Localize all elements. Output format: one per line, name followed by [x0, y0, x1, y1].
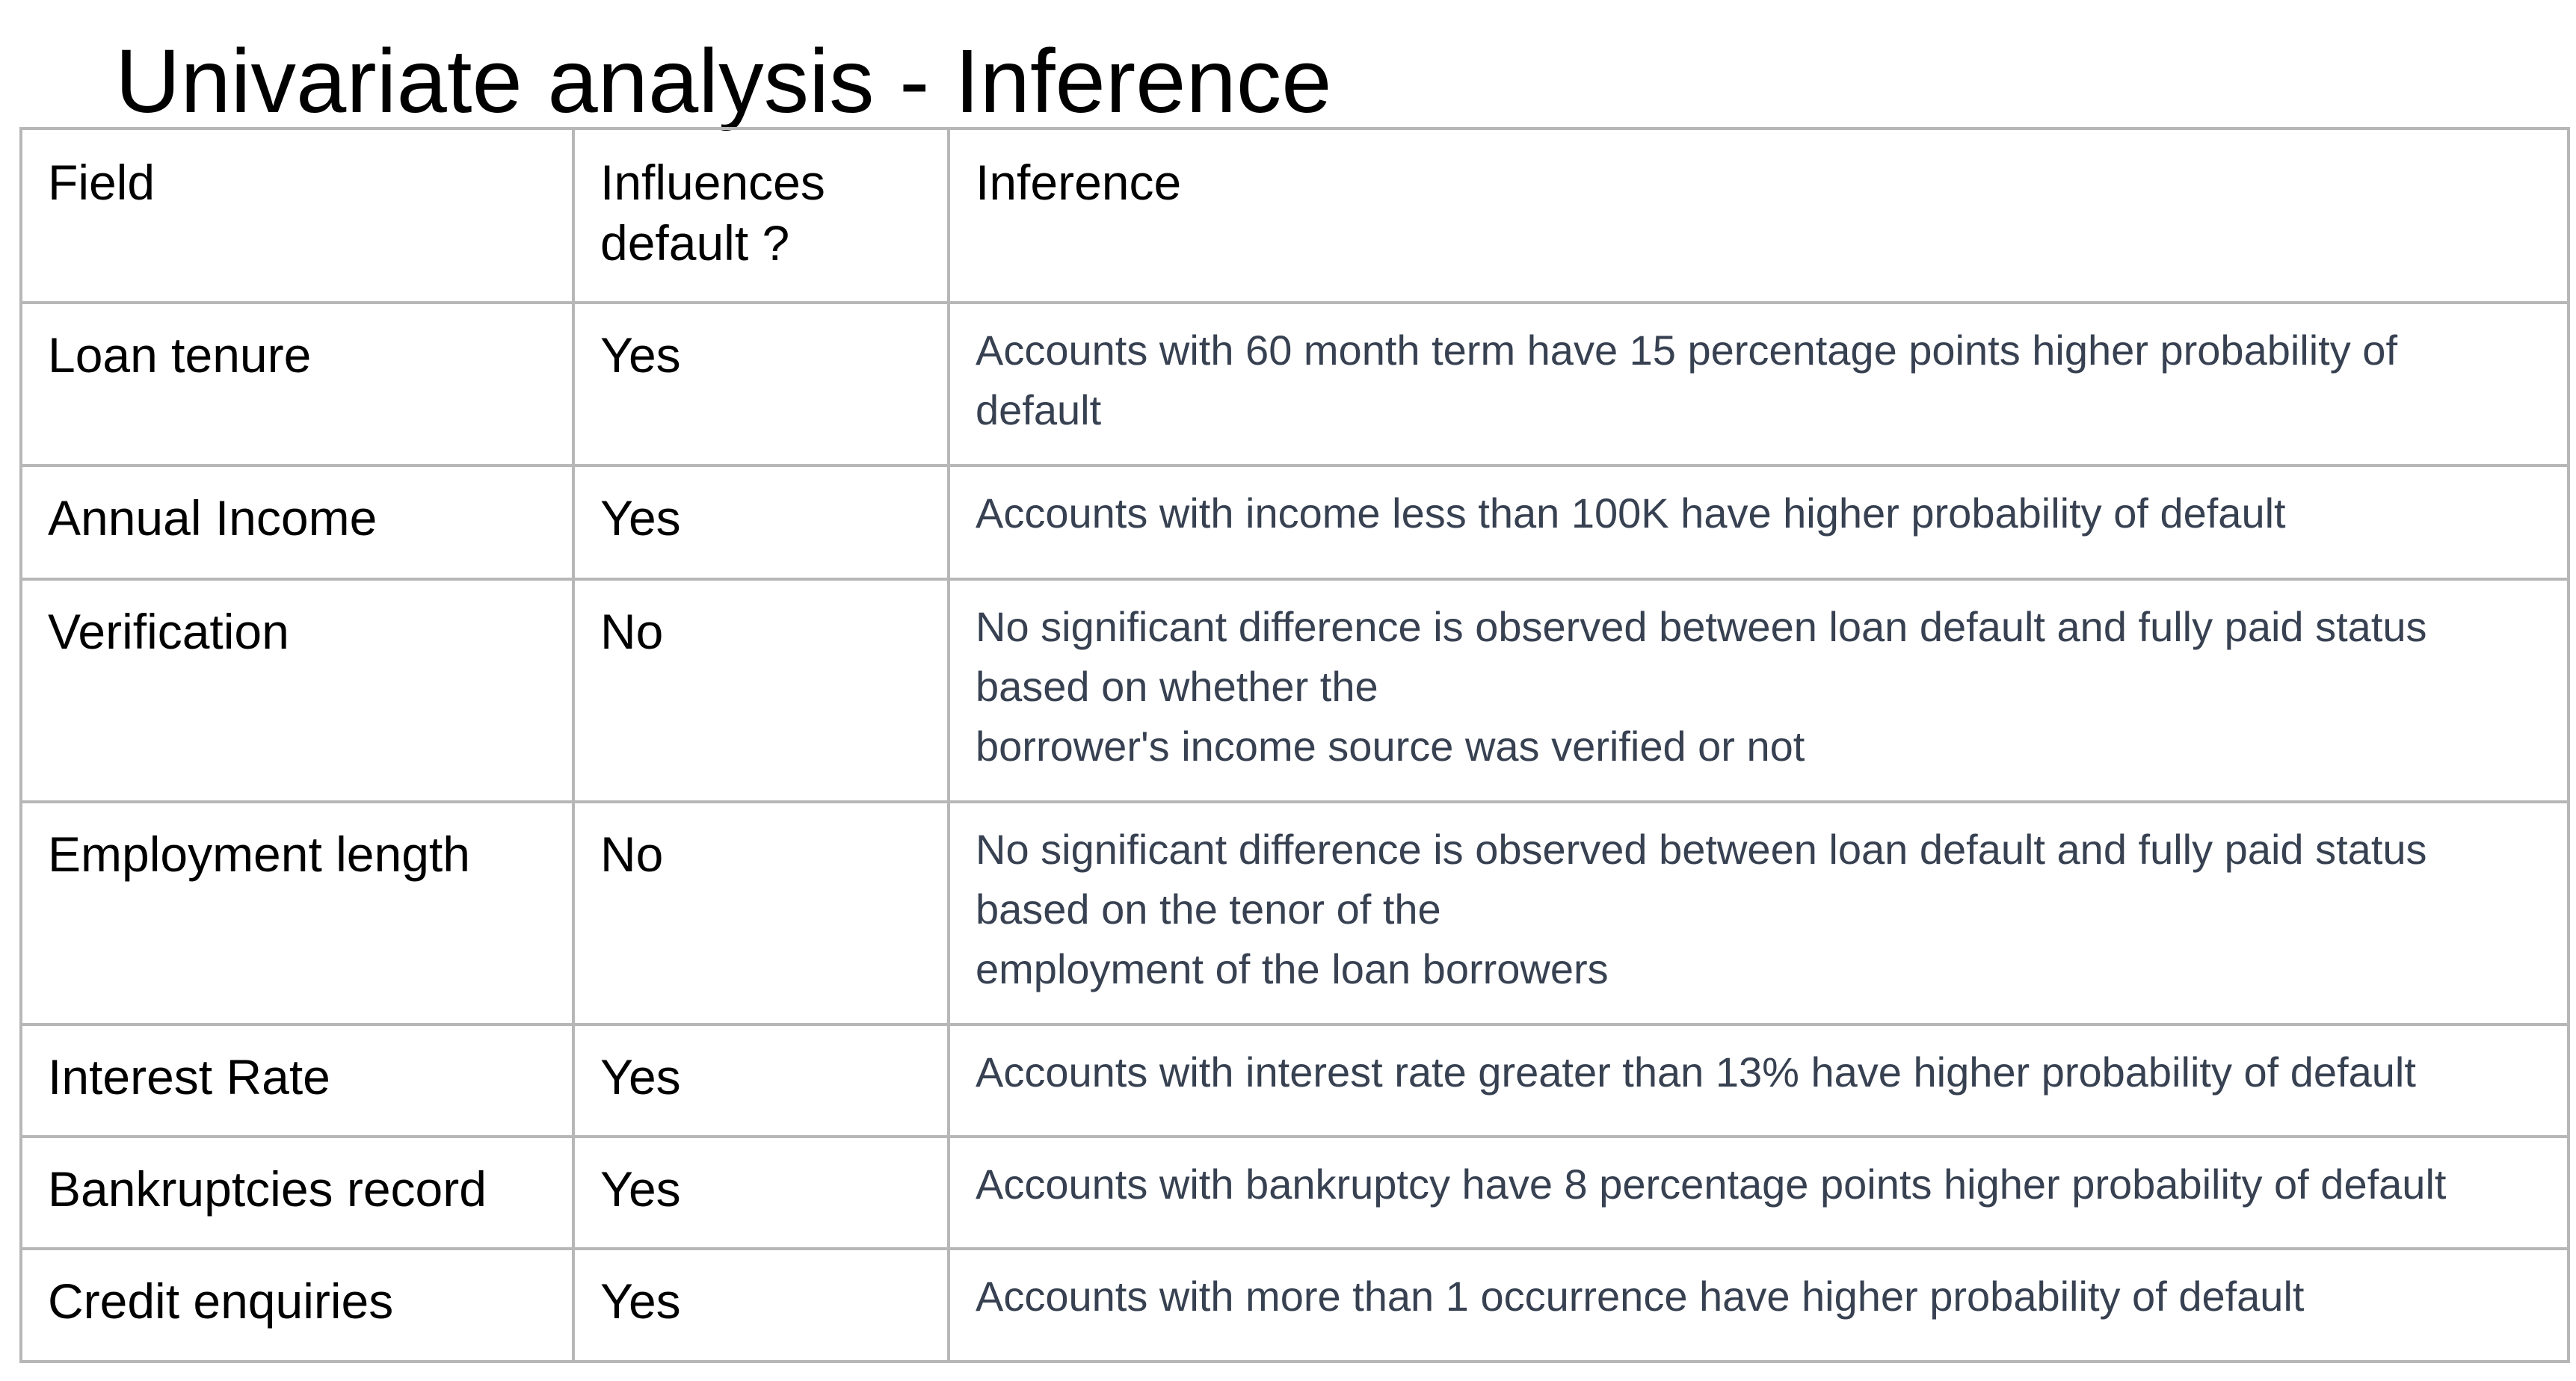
cell-inference: No significant difference is observed be… [947, 578, 2570, 803]
table-row: Credit enquiries Yes Accounts with more … [19, 1247, 2570, 1363]
cell-influences: Yes [572, 301, 950, 467]
inference-line: Accounts with bankruptcy have 8 percenta… [976, 1161, 2447, 1208]
inference-line: Accounts with more than 1 occurrence hav… [976, 1273, 2305, 1320]
cell-influences: Yes [572, 1247, 950, 1363]
inference-line: Accounts with income less than 100K have… [976, 489, 2286, 537]
table-header-row: Field Influences default ? Inference [19, 127, 2570, 304]
cell-field: Credit enquiries [19, 1247, 575, 1363]
inference-table: Field Influences default ? Inference Loa… [19, 127, 2570, 1363]
cell-influences: Yes [572, 1135, 950, 1250]
inference-line: default [976, 386, 1102, 433]
table-row: Verification No No significant differenc… [19, 578, 2570, 803]
cell-inference: Accounts with bankruptcy have 8 percenta… [947, 1135, 2570, 1250]
cell-influences: Yes [572, 464, 950, 581]
inference-line: employment of the loan borrowers [976, 945, 1609, 992]
table-row: Employment length No No significant diff… [19, 800, 2570, 1026]
table-row: Loan tenure Yes Accounts with 60 month t… [19, 301, 2570, 467]
table-row: Annual Income Yes Accounts with income l… [19, 464, 2570, 581]
inference-line: borrower's income source was verified or… [976, 723, 1805, 770]
cell-field: Employment length [19, 800, 575, 1026]
cell-field: Loan tenure [19, 301, 575, 467]
inference-line: based on the tenor of the [976, 886, 1441, 933]
cell-field: Verification [19, 578, 575, 803]
header-field: Field [19, 127, 575, 304]
table-row: Bankruptcies record Yes Accounts with ba… [19, 1135, 2570, 1250]
inference-line: Accounts with 60 month term have 15 perc… [976, 327, 2398, 374]
inference-line: Accounts with interest rate greater than… [976, 1048, 2416, 1096]
inference-line: based on whether the [976, 663, 1378, 710]
header-influences-default: Influences default ? [572, 127, 950, 304]
cell-influences: Yes [572, 1023, 950, 1138]
cell-inference: No significant difference is observed be… [947, 800, 2570, 1026]
inference-line: No significant difference is observed be… [976, 826, 2427, 873]
page-title: Univariate analysis - Inference [115, 30, 1332, 132]
table-row: Interest Rate Yes Accounts with interest… [19, 1023, 2570, 1138]
header-influences-line: default ? [600, 215, 790, 271]
cell-inference: Accounts with 60 month term have 15 perc… [947, 301, 2570, 467]
inference-line: No significant difference is observed be… [976, 603, 2427, 650]
cell-influences: No [572, 578, 950, 803]
cell-field: Bankruptcies record [19, 1135, 575, 1250]
cell-field: Annual Income [19, 464, 575, 581]
cell-influences: No [572, 800, 950, 1026]
cell-field: Interest Rate [19, 1023, 575, 1138]
cell-inference: Accounts with income less than 100K have… [947, 464, 2570, 581]
cell-inference: Accounts with interest rate greater than… [947, 1023, 2570, 1138]
header-influences-line: Influences [600, 155, 825, 210]
header-inference: Inference [947, 127, 2570, 304]
cell-inference: Accounts with more than 1 occurrence hav… [947, 1247, 2570, 1363]
